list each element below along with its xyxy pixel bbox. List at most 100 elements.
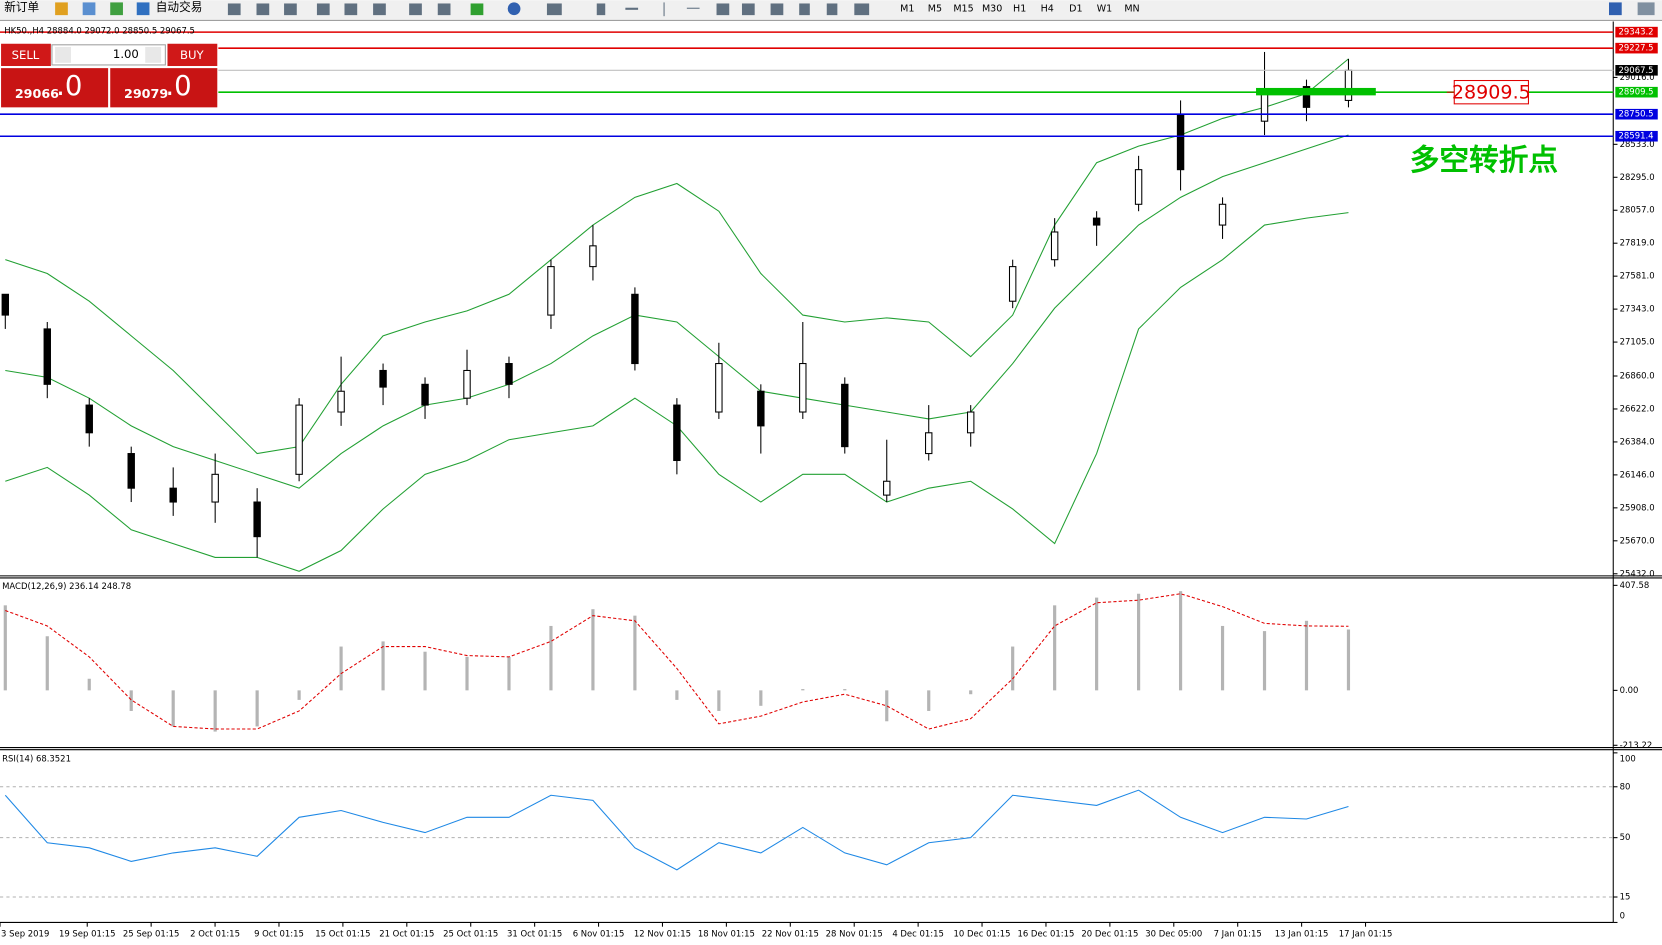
toolbar-icon[interactable] [227,3,241,16]
macd-bar [591,609,595,691]
x-tick-label: 20 Dec 01:15 [1081,929,1138,939]
rsi-line [4,789,1349,871]
candle-body [673,404,681,462]
timeframe-button[interactable]: M15 [953,3,973,14]
toolbar-icon[interactable] [686,7,700,9]
toolbar-icon[interactable] [799,3,810,16]
candle-body [1218,203,1227,226]
toolbar-icon[interactable] [470,3,484,16]
candle-body [925,432,933,455]
toolbar-icon[interactable] [409,3,422,16]
y-tick-label: 25908.0 [1620,502,1655,512]
x-tick-label: 25 Sep 01:15 [123,929,180,939]
timeframe-button[interactable]: M5 [928,3,942,14]
toolbar-icon[interactable] [55,2,68,16]
macd-bar [171,690,175,727]
toolbar-icon[interactable] [854,3,870,16]
toolbar-icon[interactable] [437,3,451,16]
candle-body [463,369,471,399]
timeframe-button[interactable]: H4 [1041,3,1054,14]
lot-down[interactable] [55,46,72,63]
price-marker-label: 28909.5 [1452,82,1531,104]
annotation: 多空转折点 [1410,142,1558,177]
buy-button[interactable] [167,43,218,67]
candle-body [757,390,765,427]
auto-trading-icon[interactable] [136,2,150,16]
lot-up[interactable] [145,46,162,63]
x-tick-label: 6 Nov 01:15 [573,929,625,939]
bid-box[interactable] [1,68,109,108]
level-tag [1615,86,1658,98]
toolbar-icon[interactable] [826,3,838,16]
macd-bar [1053,605,1057,691]
candle-body [589,245,597,268]
x-tick-label: 15 Oct 01:15 [315,929,370,939]
macd-bar [1137,593,1141,691]
macd-bar [255,690,259,727]
toolbar-icon[interactable] [507,2,521,16]
toolbar-icon[interactable] [596,3,606,16]
toolbar-icon[interactable] [741,3,755,16]
plot-area: 29016.0 28533.0 28295.0 28057.0 27819.0 27581… [0,27,1658,939]
lot-input[interactable] [51,44,166,66]
macd-bar [1178,591,1183,691]
bollinger-lower [5,212,1349,572]
bollinger-middle [5,134,1349,489]
y-tick-label: 0.00 [1620,685,1639,695]
ask-box[interactable] [110,68,218,108]
buy-label[interactable]: BUY [180,48,205,62]
macd-bar [381,641,385,691]
toolbar-icon[interactable] [663,2,665,17]
timeframe-button[interactable]: H1 [1013,3,1026,14]
toolbar-icon[interactable] [770,3,784,16]
toolbar-icon[interactable] [625,7,639,10]
turning-point-bar [1256,87,1376,96]
toolbar-icon[interactable] [344,3,358,16]
candle-body [1,293,10,316]
x-tick-label: 21 Oct 01:15 [379,929,434,939]
macd-title: MACD(12,26,9) 236.14 248.78 [2,581,131,591]
timeframe-button[interactable]: W1 [1097,3,1112,14]
candle-body [43,328,51,385]
sell-label[interactable]: SELL [12,48,40,62]
bid-price: 29066 [15,86,59,101]
candle-body [295,404,303,475]
toolbar-icon[interactable] [284,3,297,16]
macd-bar [3,605,7,691]
macd-bar [297,690,301,700]
sell-button[interactable] [1,43,51,67]
toolbar-icon[interactable] [373,3,386,16]
candle-body [631,293,639,365]
timeframe-button[interactable]: MN [1124,3,1139,14]
timeframe-button[interactable]: M1 [900,3,914,14]
toolbar-icon[interactable] [82,2,96,16]
candle-body [1134,169,1143,205]
x-tick-label: 16 Dec 01:15 [1017,929,1074,939]
candle-body [337,390,345,413]
chat-icon[interactable] [1637,2,1655,16]
auto-trading-button[interactable]: 自动交易 [156,0,203,14]
timeframe-button[interactable]: M30 [982,3,1002,14]
toolbar-icon[interactable] [110,2,123,16]
toolbar-icon[interactable] [256,3,270,16]
macd-bar [1262,631,1267,691]
x-tick-label: 3 Sep 2019 [1,929,49,939]
macd-bar [1304,620,1309,691]
timeframe-button[interactable]: D1 [1069,3,1082,14]
lot-value[interactable]: 1.00 [113,47,139,61]
toolbar-icon[interactable] [316,3,330,16]
bid-pips: .0 [56,70,82,102]
level-tag [1615,108,1658,120]
x-tick-label: 17 Jan 01:15 [1339,929,1393,939]
x-tick-label: 19 Sep 01:15 [59,929,116,939]
level-tag-label: 29227.5 [1619,43,1654,53]
toolbar-icon[interactable] [716,3,730,16]
new-order-button[interactable]: 新订单 [4,0,39,14]
x-tick-label: 4 Dec 01:15 [892,929,944,939]
chart-header: HK50.,H4 28884.0 29072.0 28850.5 29067.5 [4,26,195,36]
search-icon[interactable] [1609,2,1622,16]
level-tag-label: 28909.5 [1619,87,1654,97]
toolbar-icon[interactable] [546,3,562,16]
bollinger-upper [5,58,1349,455]
